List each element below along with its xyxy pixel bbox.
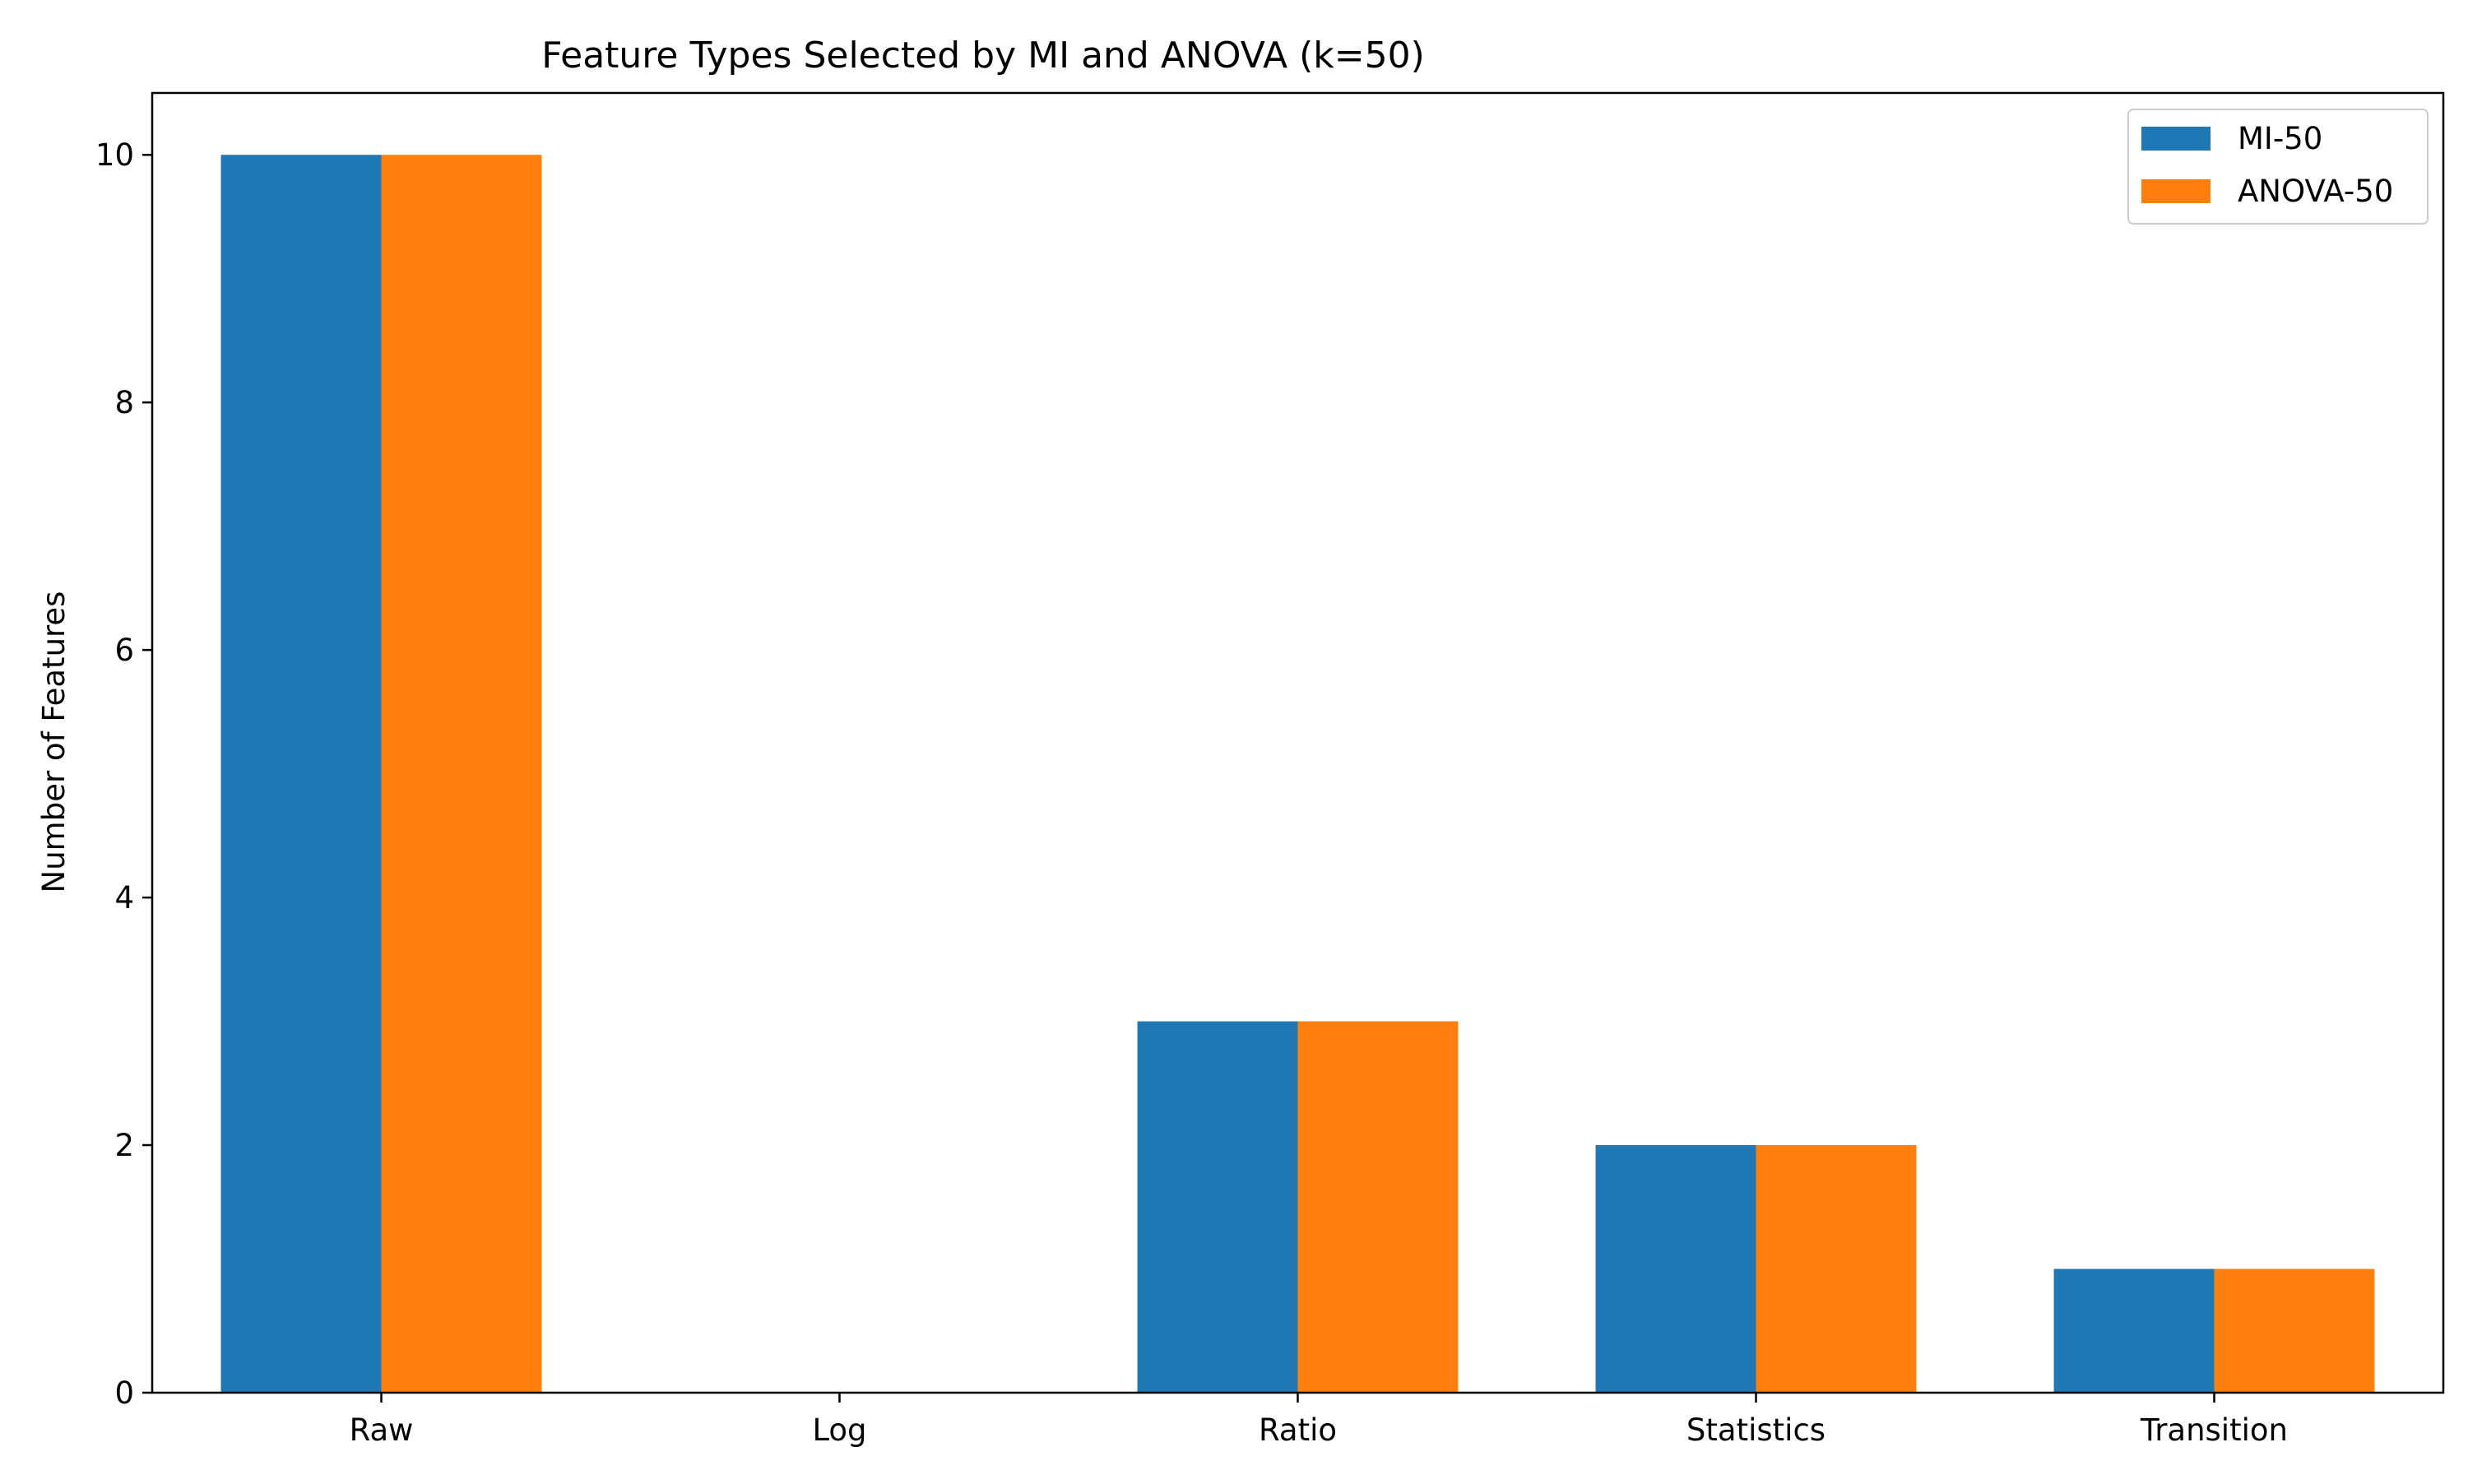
y-tick-label: 10 <box>95 137 134 173</box>
bar-mi-50-ratio <box>1137 1021 1298 1393</box>
bar-mi-50-transition <box>2053 1268 2215 1393</box>
bars <box>220 155 2375 1394</box>
x-tick-label: Statistics <box>1686 1412 1825 1448</box>
bar-mi-50-raw <box>220 155 382 1394</box>
legend-swatch <box>2141 179 2211 203</box>
x-axis-ticks: Raw Log Ratio Statistics Transition <box>350 1393 2288 1448</box>
legend-label: MI-50 <box>2238 121 2322 156</box>
y-tick-label: 4 <box>114 880 134 916</box>
plot-frame <box>151 91 2445 1394</box>
chart-title: Feature Types Selected by MI and ANOVA (… <box>541 35 1425 77</box>
y-tick-label: 8 <box>114 385 134 420</box>
y-tick-label: 0 <box>114 1375 134 1411</box>
bar-anova-50-ratio <box>1297 1021 1459 1393</box>
y-tick-label: 6 <box>114 633 134 668</box>
legend-label: ANOVA-50 <box>2238 174 2393 209</box>
bar-anova-50-raw <box>381 155 542 1394</box>
legend-swatch <box>2141 127 2211 151</box>
x-tick-label: Log <box>812 1412 866 1448</box>
x-tick-label: Raw <box>350 1412 414 1448</box>
x-tick-label: Transition <box>2140 1412 2288 1448</box>
bar-anova-50-transition <box>2214 1268 2375 1393</box>
legend: MI-50 ANOVA-50 <box>2127 109 2429 225</box>
y-axis-label: Number of Features <box>36 591 72 893</box>
y-axis-ticks: 0 2 4 6 8 10 <box>95 137 152 1411</box>
x-tick-label: Ratio <box>1259 1412 1337 1448</box>
bar-anova-50-statistics <box>1756 1145 1917 1393</box>
y-tick-label: 2 <box>114 1128 134 1163</box>
bar-mi-50-statistics <box>1595 1145 1756 1393</box>
